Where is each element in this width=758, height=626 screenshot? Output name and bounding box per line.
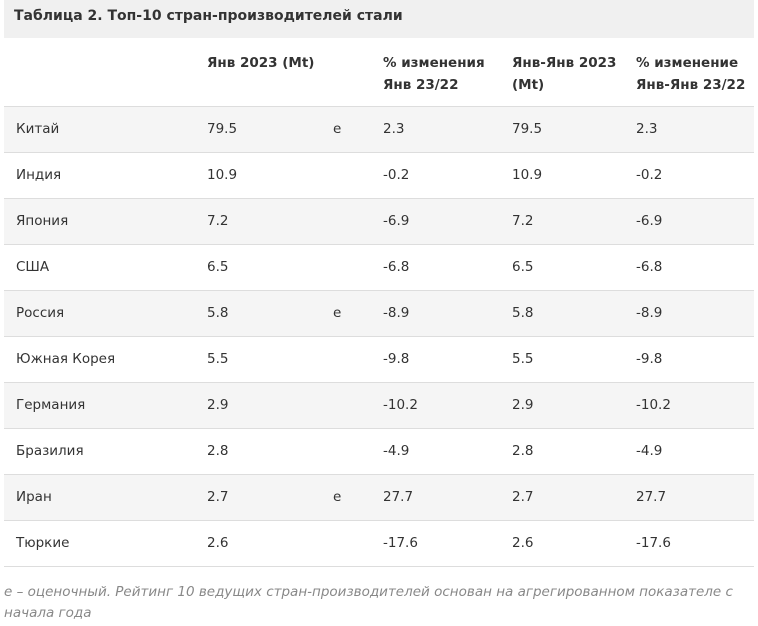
header-jan-jan-2023: Янв-Янв 2023 (Mt) bbox=[512, 55, 617, 93]
table-row: Индия 10.9 -0.2 10.9 -0.2 bbox=[4, 152, 754, 198]
cell-pct-change-jan: -4.9 bbox=[383, 443, 410, 459]
cell-pct-change-jan-jan: 27.7 bbox=[636, 489, 667, 505]
cell-country: Бразилия bbox=[16, 443, 84, 459]
cell-estimate-flag bbox=[333, 244, 383, 290]
table-footnote: е – оценочный. Рейтинг 10 ведущих стран-… bbox=[4, 584, 733, 621]
cell-country: Китай bbox=[16, 121, 60, 137]
cell-estimate-flag: e bbox=[333, 489, 342, 505]
cell-pct-change-jan-jan: -0.2 bbox=[636, 167, 663, 183]
cell-estimate-flag: e bbox=[333, 121, 342, 137]
table-row: Иран 2.7 e 27.7 2.7 27.7 bbox=[4, 474, 754, 520]
cell-estimate-flag bbox=[333, 428, 383, 474]
header-jan-2023: Янв 2023 (Mt) bbox=[207, 55, 315, 71]
cell-jan-jan-2023: 10.9 bbox=[512, 167, 543, 183]
cell-estimate-flag bbox=[333, 336, 383, 382]
cell-jan-2023: 5.5 bbox=[207, 351, 229, 367]
table-row: Китай 79.5 e 2.3 79.5 2.3 bbox=[4, 106, 754, 152]
cell-jan-2023: 5.8 bbox=[207, 305, 229, 321]
cell-jan-jan-2023: 2.6 bbox=[512, 535, 534, 551]
cell-jan-2023: 6.5 bbox=[207, 259, 229, 275]
cell-country: США bbox=[16, 259, 50, 275]
cell-jan-2023: 10.9 bbox=[207, 167, 238, 183]
cell-pct-change-jan-jan: -6.9 bbox=[636, 213, 663, 229]
table-row: Япония 7.2 -6.9 7.2 -6.9 bbox=[4, 198, 754, 244]
table-caption: Таблица 2. Топ-10 стран-производителей с… bbox=[4, 0, 754, 38]
cell-pct-change-jan: -8.9 bbox=[383, 305, 410, 321]
cell-jan-2023: 2.9 bbox=[207, 397, 229, 413]
cell-pct-change-jan: -6.9 bbox=[383, 213, 410, 229]
cell-pct-change-jan-jan: -9.8 bbox=[636, 351, 663, 367]
steel-producers-table: Янв 2023 (Mt) % изменения Янв 23/22 Янв-… bbox=[4, 38, 754, 567]
cell-country: Индия bbox=[16, 167, 62, 183]
cell-pct-change-jan: -17.6 bbox=[383, 535, 418, 551]
cell-country: Россия bbox=[16, 305, 65, 321]
cell-country: Южная Корея bbox=[16, 351, 116, 367]
cell-jan-jan-2023: 7.2 bbox=[512, 213, 534, 229]
header-pct-change-jan-jan: % изменение Янв-Янв 23/22 bbox=[636, 55, 746, 93]
table-header-row: Янв 2023 (Mt) % изменения Янв 23/22 Янв-… bbox=[4, 38, 754, 106]
table-row: Бразилия 2.8 -4.9 2.8 -4.9 bbox=[4, 428, 754, 474]
steel-producers-table-container: Таблица 2. Топ-10 стран-производителей с… bbox=[4, 0, 754, 567]
cell-estimate-flag bbox=[333, 382, 383, 428]
table-row: Тюркие 2.6 -17.6 2.6 -17.6 bbox=[4, 520, 754, 566]
table-body: Китай 79.5 e 2.3 79.5 2.3 Индия 10.9 -0.2 10.9 -0.… bbox=[4, 106, 754, 566]
table-row: Россия 5.8 e -8.9 5.8 -8.9 bbox=[4, 290, 754, 336]
cell-estimate-flag: e bbox=[333, 305, 342, 321]
table-row: США 6.5 -6.8 6.5 -6.8 bbox=[4, 244, 754, 290]
cell-pct-change-jan-jan: -8.9 bbox=[636, 305, 663, 321]
cell-jan-jan-2023: 2.7 bbox=[512, 489, 534, 505]
header-country bbox=[4, 38, 207, 106]
cell-pct-change-jan: -9.8 bbox=[383, 351, 410, 367]
cell-jan-jan-2023: 5.5 bbox=[512, 351, 534, 367]
cell-country: Иран bbox=[16, 489, 52, 505]
header-flag bbox=[333, 38, 383, 106]
cell-estimate-flag bbox=[333, 198, 383, 244]
cell-jan-2023: 2.8 bbox=[207, 443, 229, 459]
cell-pct-change-jan: -0.2 bbox=[383, 167, 410, 183]
cell-pct-change-jan-jan: -4.9 bbox=[636, 443, 663, 459]
cell-pct-change-jan-jan: -6.8 bbox=[636, 259, 663, 275]
cell-country: Япония bbox=[16, 213, 69, 229]
header-pct-change-jan: % изменения Янв 23/22 bbox=[383, 55, 485, 93]
cell-jan-jan-2023: 2.8 bbox=[512, 443, 534, 459]
cell-pct-change-jan-jan: -17.6 bbox=[636, 535, 671, 551]
cell-estimate-flag bbox=[333, 152, 383, 198]
cell-pct-change-jan-jan: 2.3 bbox=[636, 121, 658, 137]
cell-jan-jan-2023: 79.5 bbox=[512, 121, 543, 137]
cell-country: Тюркие bbox=[16, 535, 70, 551]
table-row: Южная Корея 5.5 -9.8 5.5 -9.8 bbox=[4, 336, 754, 382]
cell-pct-change-jan: -10.2 bbox=[383, 397, 418, 413]
table-row: Германия 2.9 -10.2 2.9 -10.2 bbox=[4, 382, 754, 428]
cell-jan-jan-2023: 5.8 bbox=[512, 305, 534, 321]
cell-jan-2023: 2.7 bbox=[207, 489, 229, 505]
cell-estimate-flag bbox=[333, 520, 383, 566]
cell-country: Германия bbox=[16, 397, 86, 413]
cell-pct-change-jan: 2.3 bbox=[383, 121, 405, 137]
cell-jan-jan-2023: 2.9 bbox=[512, 397, 534, 413]
cell-jan-2023: 79.5 bbox=[207, 121, 238, 137]
cell-pct-change-jan-jan: -10.2 bbox=[636, 397, 671, 413]
cell-jan-jan-2023: 6.5 bbox=[512, 259, 534, 275]
cell-pct-change-jan: -6.8 bbox=[383, 259, 410, 275]
cell-jan-2023: 7.2 bbox=[207, 213, 229, 229]
cell-jan-2023: 2.6 bbox=[207, 535, 229, 551]
cell-pct-change-jan: 27.7 bbox=[383, 489, 414, 505]
